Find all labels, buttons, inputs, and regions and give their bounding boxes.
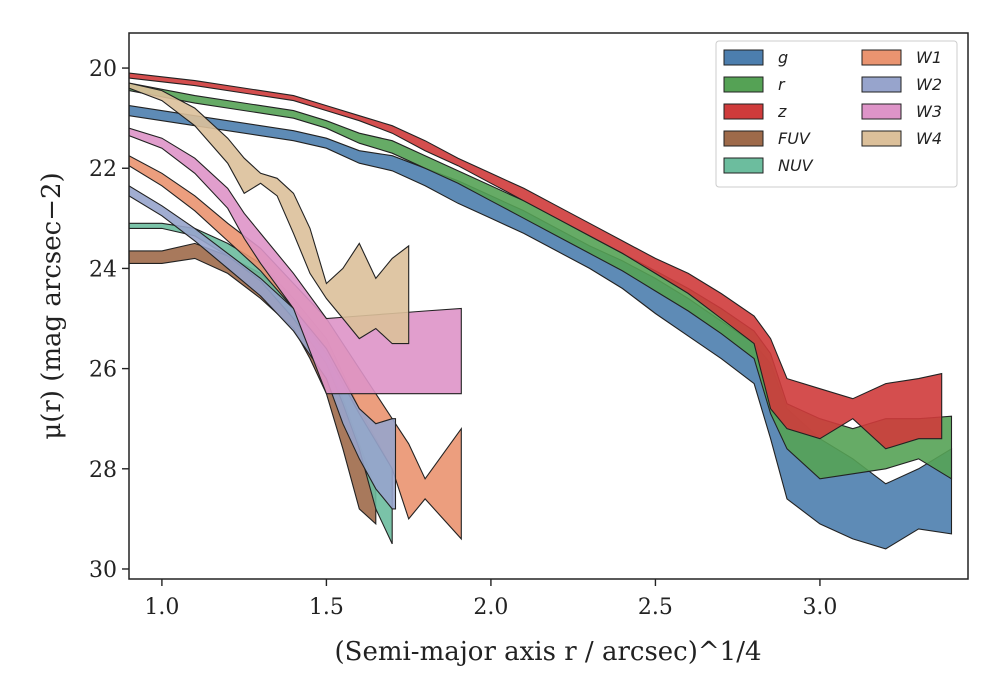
band-z xyxy=(129,72,943,450)
band-w2 xyxy=(129,185,397,510)
legend-swatch-w2 xyxy=(861,76,902,93)
x-tick-label: 2.0 xyxy=(473,595,508,620)
y-tick-label: 22 xyxy=(89,157,117,182)
legend: grz FUV NUV W1 W2 W3 W4 xyxy=(715,40,958,188)
legend-label-w4: W4 xyxy=(916,129,942,148)
x-axis-title: (Semi-major axis r / arcsec)^1/4 xyxy=(334,637,761,667)
x-tick-label: 2.5 xyxy=(638,595,673,620)
legend-label-w1: W1 xyxy=(916,48,942,67)
legend-label-w2: W2 xyxy=(916,75,942,94)
y-tick-label: 30 xyxy=(89,558,117,583)
profile-bands xyxy=(129,72,953,550)
legend-label-nuv: NUV xyxy=(778,156,814,175)
x-tick-label: 1.5 xyxy=(309,595,344,620)
legend-swatch-z xyxy=(723,103,764,120)
y-tick-label: 28 xyxy=(89,458,117,483)
y-axis-title: μ(r) (mag arcsec−2) xyxy=(37,172,67,439)
legend-label-r: r xyxy=(778,75,786,94)
legend-label-g: g xyxy=(778,48,788,67)
legend-label-w3: W3 xyxy=(916,102,942,121)
legend-swatch-r xyxy=(723,76,764,93)
legend-swatch-fuv xyxy=(723,130,764,147)
plot-frame xyxy=(128,32,969,580)
legend-swatch-w1 xyxy=(861,49,902,66)
legend-label-fuv: FUV xyxy=(778,129,811,148)
y-tick-label: 26 xyxy=(89,358,117,383)
legend-swatch-nuv xyxy=(723,157,764,174)
y-tick-label: 20 xyxy=(89,57,117,82)
legend-swatch-g xyxy=(723,49,764,66)
y-tick-label: 24 xyxy=(89,257,117,282)
y-axis: 20 22 24 26 28 30 xyxy=(89,57,129,583)
legend-label-z: z xyxy=(777,102,787,121)
band-w4 xyxy=(129,82,410,345)
band-r xyxy=(129,82,953,480)
x-axis: 1.0 1.5 2.0 2.5 3.0 xyxy=(144,579,837,620)
x-tick-label: 1.0 xyxy=(144,595,179,620)
x-tick-label: 3.0 xyxy=(802,595,837,620)
legend-swatch-w4 xyxy=(861,130,902,147)
legend-swatch-w3 xyxy=(861,103,902,120)
